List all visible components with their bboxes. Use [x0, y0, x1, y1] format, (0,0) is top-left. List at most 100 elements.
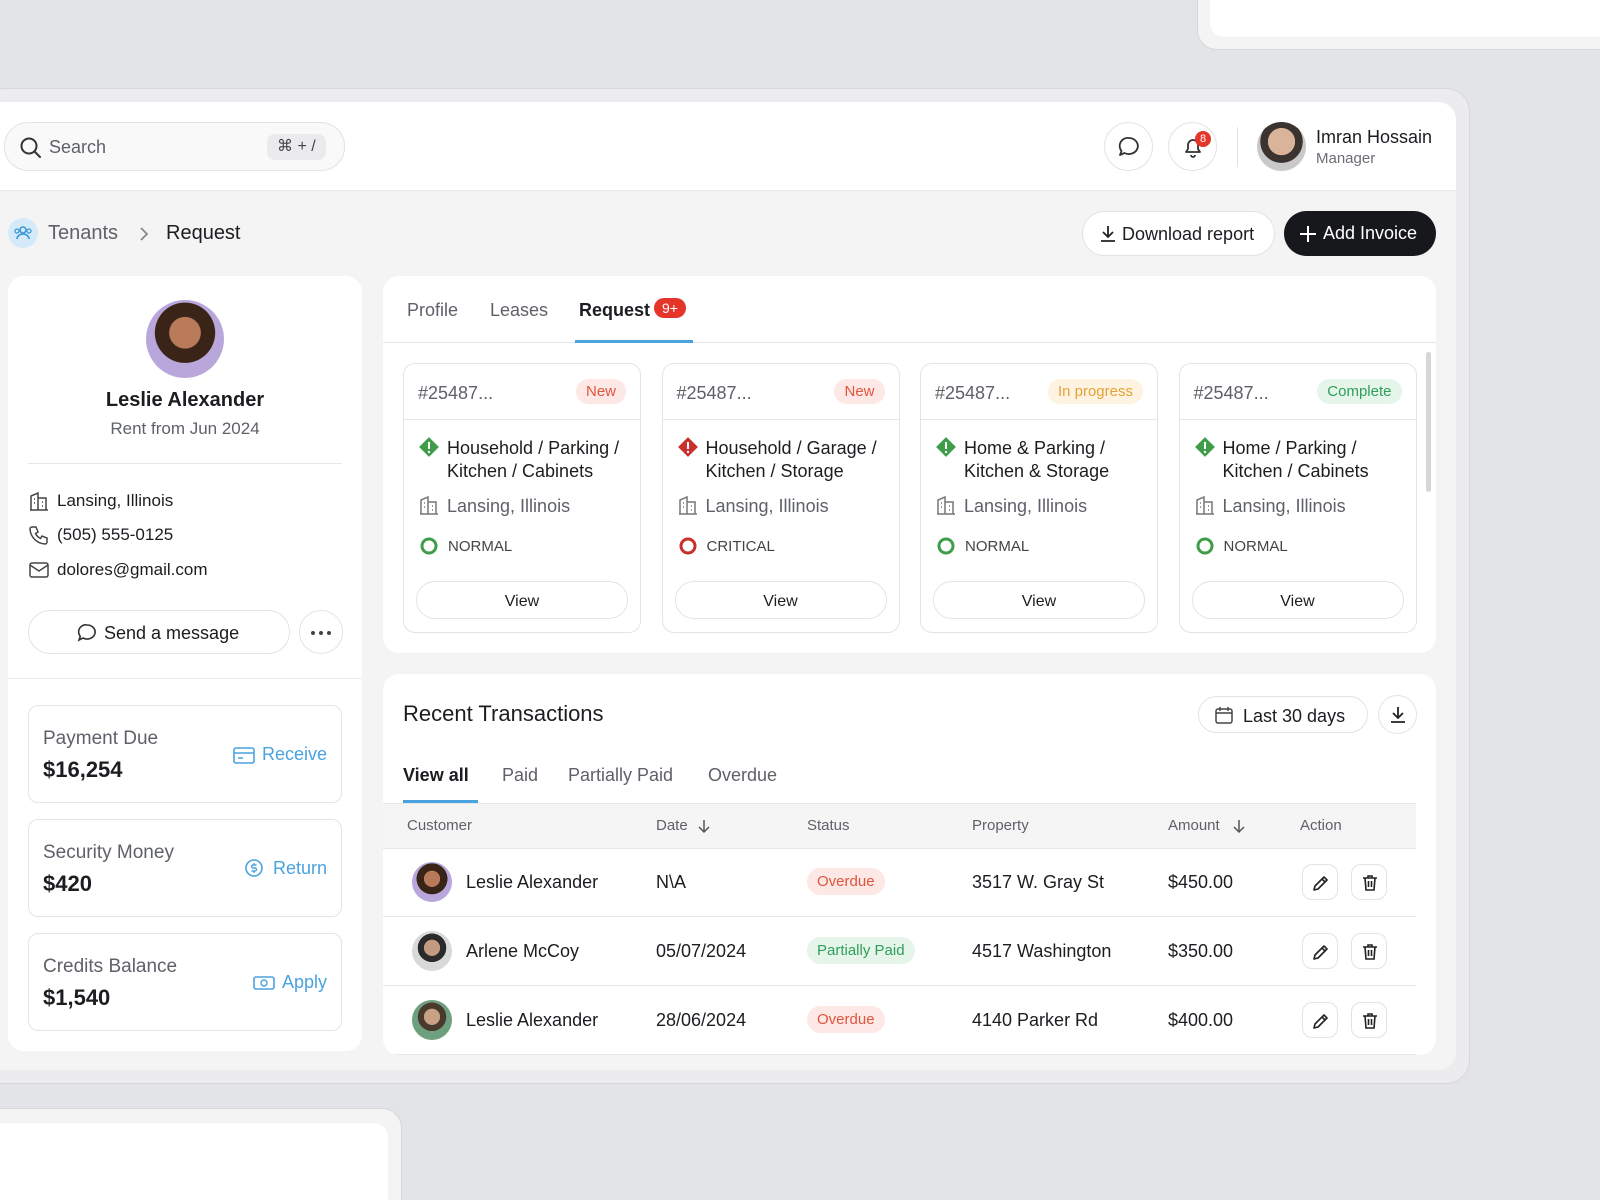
more-button[interactable] [299, 610, 343, 654]
table-row [383, 917, 1416, 986]
message-label: Send a message [104, 623, 240, 643]
balance-box: Credits Balance $1,540 Apply [28, 933, 342, 1031]
request-location: Lansing, Illinois [964, 496, 1088, 516]
category-icon [419, 437, 439, 457]
balance-action-label: Receive [261, 744, 327, 764]
request-location: Lansing, Illinois [447, 496, 571, 516]
edit-icon [1313, 1014, 1328, 1029]
breadcrumb-current: Request [166, 222, 241, 244]
date-range-label: Last 30 days [1243, 706, 1346, 726]
request-id: #25487... [1193, 383, 1269, 403]
view-button[interactable]: View [674, 581, 887, 619]
delete-button[interactable] [1351, 1002, 1387, 1038]
transaction-date: 05/07/2024 [656, 941, 747, 961]
view-label: View [1021, 593, 1057, 610]
filter-tab[interactable]: Paid [502, 765, 539, 785]
transaction-property: 3517 W. Gray St [972, 872, 1105, 892]
message-button[interactable]: Send a message [28, 610, 290, 654]
view-button[interactable]: View [416, 581, 628, 619]
breadcrumb-separator [140, 227, 149, 241]
balance-action[interactable]: Apply [252, 971, 327, 993]
column-header: Date [656, 817, 688, 834]
add-invoice-button[interactable]: Add Invoice [1284, 211, 1436, 256]
tenant-avatar [146, 300, 224, 378]
user-avatar[interactable] [1257, 122, 1306, 171]
request-status: New [575, 379, 626, 404]
view-button[interactable]: View [1191, 581, 1404, 619]
plus-icon [1300, 226, 1316, 242]
scrollbar [1426, 352, 1431, 492]
balance-amount: $16,254 [43, 757, 123, 782]
tab-badge: 9+ [654, 298, 686, 318]
edit-button[interactable] [1302, 1002, 1338, 1038]
download-button[interactable]: Download report [1082, 211, 1275, 256]
download-label: Download report [1122, 224, 1255, 244]
request-location: Lansing, Illinois [1222, 496, 1346, 516]
export-button[interactable] [1378, 695, 1417, 734]
priority-icon [937, 537, 955, 555]
chat-button[interactable] [1104, 122, 1153, 171]
balance-action-label: Apply [281, 972, 327, 992]
customer-avatar [412, 862, 452, 902]
request-location: Lansing, Illinois [705, 496, 829, 516]
column-header: Amount [1168, 817, 1220, 834]
search-placeholder: Search [49, 137, 107, 157]
transaction-amount: $450.00 [1168, 872, 1234, 892]
request-status: New [834, 379, 885, 404]
request-card: #25487... Complete Home / Parking / Kitche… [1178, 363, 1417, 633]
tenant-name: Leslie Alexander [105, 389, 265, 411]
balance-action[interactable]: Return [243, 857, 327, 879]
filter-tab[interactable]: View all [403, 765, 469, 785]
transaction-date: N\A [656, 872, 687, 892]
action-icon [253, 976, 275, 990]
calendar-icon [1215, 707, 1233, 724]
tab[interactable]: Request [579, 300, 651, 320]
edit-button[interactable] [1302, 864, 1338, 900]
filter-tab[interactable]: Partially Paid [568, 765, 674, 785]
table-header [383, 803, 1416, 849]
download-icon [1101, 226, 1115, 242]
divider [662, 419, 899, 420]
column-header: Action [1300, 817, 1342, 834]
location-icon [420, 495, 438, 515]
category-icon [677, 437, 698, 457]
divider [1179, 419, 1416, 420]
divider [28, 463, 342, 464]
divider [921, 419, 1157, 420]
date-range-button[interactable]: Last 30 days [1198, 696, 1368, 733]
location-icon [937, 495, 955, 515]
tab[interactable]: Profile [407, 300, 459, 320]
transaction-date: 28/06/2024 [656, 1010, 747, 1030]
phone-icon [29, 526, 48, 545]
balance-label: Credits Balance [43, 956, 178, 977]
edit-button[interactable] [1302, 933, 1338, 969]
transaction-property: 4517 Washington [972, 941, 1112, 961]
view-button[interactable]: View [933, 581, 1145, 619]
table-row [383, 848, 1416, 917]
notification-button[interactable]: 8 [1168, 122, 1217, 171]
bg-card-inner [0, 1123, 388, 1200]
column-header: Status [807, 817, 850, 834]
notification-badge: 8 [1195, 131, 1211, 147]
delete-button[interactable] [1351, 864, 1387, 900]
download-icon [1391, 707, 1405, 723]
customer-name: Arlene McCoy [466, 941, 580, 961]
filter-underline [403, 800, 478, 803]
search-box[interactable]: Search ⌘ + / [4, 122, 345, 171]
request-category: Household / Parking / Kitchen / Cabinets [447, 438, 620, 481]
delete-icon [1363, 875, 1377, 891]
delete-button[interactable] [1351, 933, 1387, 969]
request-card: #25487... New Household / Garage / Kitchen… [661, 363, 900, 633]
transaction-status: Partially Paid [807, 937, 915, 964]
tab-underline [575, 340, 693, 343]
tab[interactable]: Leases [490, 300, 549, 320]
balance-box: Security Money $420 Return [28, 819, 342, 917]
edit-icon [1313, 945, 1328, 960]
balance-action[interactable]: Receive [232, 743, 327, 765]
view-label: View [1280, 593, 1315, 610]
filter-tab[interactable]: Overdue [708, 765, 778, 785]
email-icon [29, 562, 49, 578]
breadcrumb-item[interactable]: Tenants [48, 222, 119, 244]
tenant-phone: (505) 555-0125 [57, 525, 174, 544]
